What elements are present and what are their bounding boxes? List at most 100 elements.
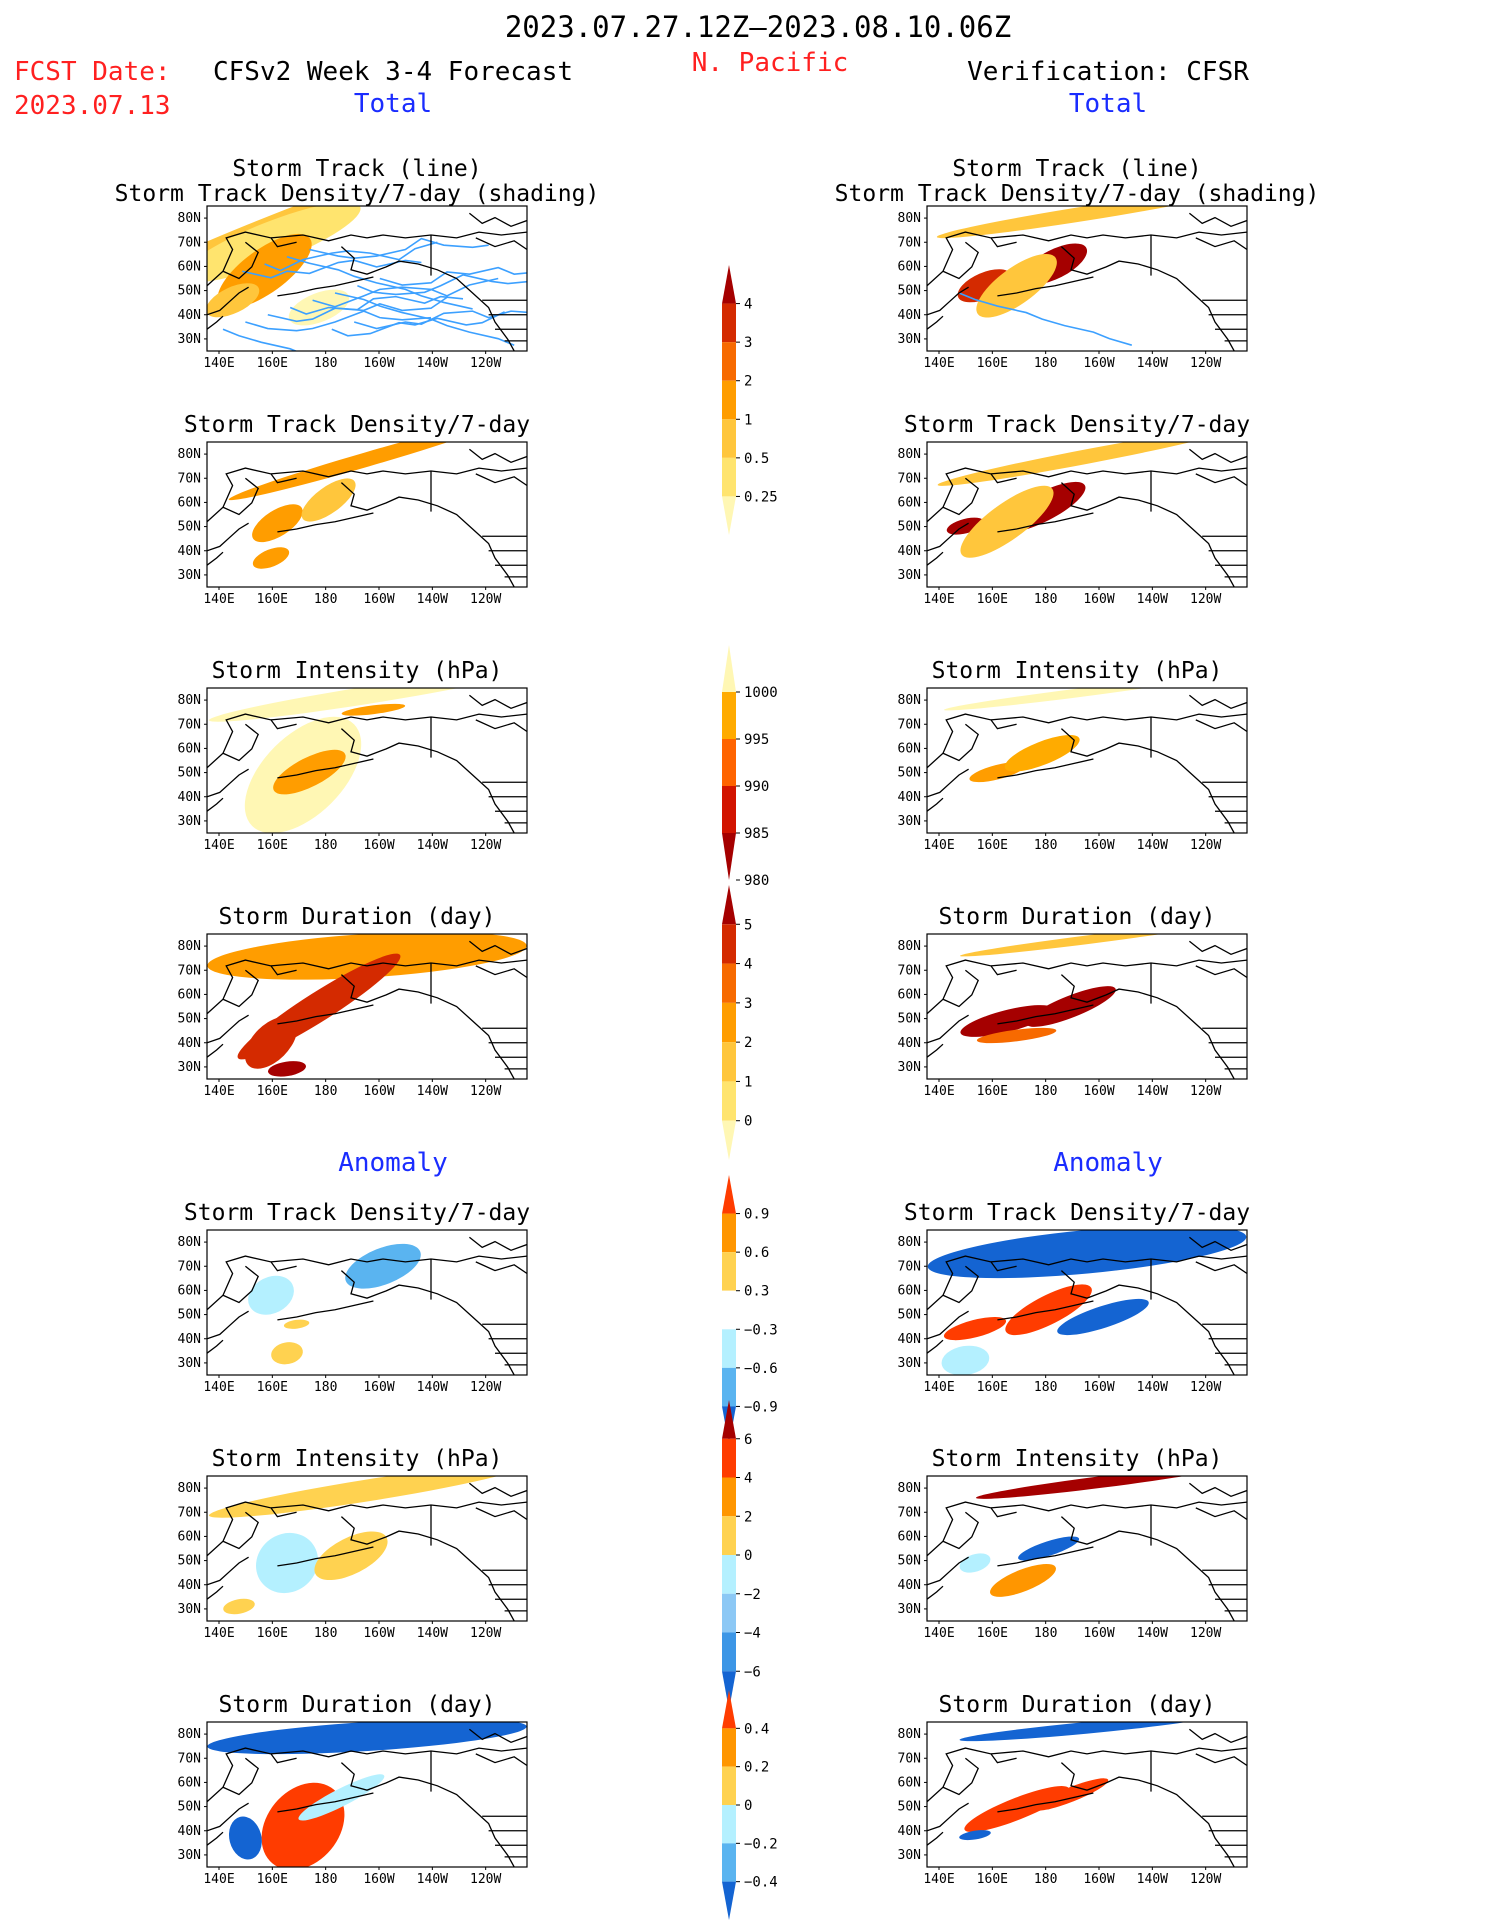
coastline xyxy=(942,1265,979,1304)
coastline xyxy=(270,959,527,970)
lon-tick-label: 160E xyxy=(257,1380,288,1395)
coastline xyxy=(927,286,969,316)
lat-tick-label: 40N xyxy=(178,1332,201,1347)
colorbar-segment xyxy=(722,1213,736,1253)
lon-tick-label: 120W xyxy=(1190,356,1221,371)
colorbar-label: 0.6 xyxy=(744,1245,769,1261)
panel-verification-5: Storm Track Density/7-day 80N 70N 60N 50N 40N… xyxy=(898,1200,1251,1395)
colorbar-label: 985 xyxy=(744,826,769,842)
right-anomaly-label: Anomaly xyxy=(1053,1148,1163,1178)
lon-tick-label: 140E xyxy=(203,592,234,607)
lon-tick-label: 140W xyxy=(417,592,448,607)
lon-tick-label: 180 xyxy=(314,1872,337,1887)
lat-tick-label: 50N xyxy=(178,766,201,781)
colorbar-cap-top xyxy=(722,645,736,692)
colorbar-segment xyxy=(722,1593,736,1633)
coastline xyxy=(997,1004,1094,1025)
colorbar-label: 6 xyxy=(744,1432,752,1448)
lon-tick-label: 180 xyxy=(1034,1380,1057,1395)
colorbar-label: 980 xyxy=(744,873,769,889)
colorbar-label: 3 xyxy=(744,996,752,1012)
panel-title: Storm Track Density/7-day xyxy=(904,412,1250,438)
shading-region xyxy=(256,1532,318,1594)
colorbar-cap-bottom xyxy=(722,1120,736,1160)
panel-title: Storm Duration (day) xyxy=(939,1692,1216,1718)
colorbar-label: 2 xyxy=(744,1509,752,1525)
lon-tick-label: 160W xyxy=(363,1626,394,1641)
coastline xyxy=(207,797,224,812)
coastlines xyxy=(207,1728,527,1867)
coastline xyxy=(1188,694,1247,710)
map-shading xyxy=(936,206,1238,346)
coastline xyxy=(475,1261,527,1275)
colorbar-cap-top xyxy=(722,885,736,925)
coastline xyxy=(207,231,297,287)
lon-tick-label: 160E xyxy=(977,592,1008,607)
panel-forecast-2: Storm Track Density/7-day 80N 70N 60N 50N 40N… xyxy=(178,412,531,607)
coastline xyxy=(207,1339,224,1354)
colorbar-segment xyxy=(722,1805,736,1844)
colorbar-cap-top xyxy=(722,1400,736,1439)
coastline xyxy=(270,1501,527,1512)
panel-title: Storm Intensity (hPa) xyxy=(212,658,503,684)
shading-region xyxy=(298,1774,385,1821)
coastline xyxy=(997,512,1094,533)
storm-track-line xyxy=(245,310,432,332)
shading-region xyxy=(1004,734,1080,772)
lat-tick-label: 80N xyxy=(898,1481,921,1496)
colorbar-label: −0.3 xyxy=(744,1322,778,1338)
panel-verification-4: Storm Duration (day)80N70N60N50N40N30N14… xyxy=(898,904,1248,1099)
lon-tick-label: 140W xyxy=(417,1626,448,1641)
lat-tick-label: 40N xyxy=(898,308,921,323)
shading-region xyxy=(937,442,1237,486)
coastline xyxy=(475,719,527,733)
lat-tick-label: 70N xyxy=(898,1259,921,1274)
panel-title: Storm Track (line) xyxy=(952,156,1201,182)
coastline xyxy=(927,1310,969,1340)
lon-tick-label: 160W xyxy=(363,1380,394,1395)
lat-tick-label: 70N xyxy=(898,1751,921,1766)
lat-tick-label: 40N xyxy=(178,1824,201,1839)
lat-tick-label: 50N xyxy=(898,1308,921,1323)
lon-tick-label: 140W xyxy=(417,356,448,371)
coastline xyxy=(340,1762,515,1867)
lat-tick-label: 50N xyxy=(178,1800,201,1815)
colorbar-segment xyxy=(722,1367,736,1407)
coastline xyxy=(207,713,297,769)
colorbar-label: −6 xyxy=(744,1664,761,1680)
lon-tick-label: 120W xyxy=(470,1380,501,1395)
coastline xyxy=(990,1501,1247,1512)
lon-tick-label: 140E xyxy=(923,1380,954,1395)
map-frame xyxy=(926,687,1248,834)
lat-tick-label: 40N xyxy=(898,544,921,559)
colorbar-label: 5 xyxy=(744,917,752,933)
lat-tick-label: 60N xyxy=(178,1529,201,1544)
coastline xyxy=(222,241,259,280)
lon-tick-label: 120W xyxy=(1190,1084,1221,1099)
coastline xyxy=(207,522,249,552)
colorbar-duration: 5 4 3 2 1 0 xyxy=(722,885,752,1160)
panel-verification-1: Storm Track (line)Storm Track Density/7-… xyxy=(835,156,1320,371)
lon-tick-label: 120W xyxy=(470,1626,501,1641)
lat-tick-label: 40N xyxy=(178,1578,201,1593)
coastline xyxy=(990,1255,1247,1266)
lat-tick-label: 70N xyxy=(178,235,201,250)
coastline xyxy=(207,551,224,566)
lon-tick-label: 160W xyxy=(1083,1626,1114,1641)
lon-tick-label: 160E xyxy=(257,1626,288,1641)
coastline xyxy=(277,1300,374,1321)
shading-region xyxy=(268,1061,306,1077)
coastline xyxy=(207,315,224,330)
lon-tick-label: 180 xyxy=(314,1084,337,1099)
shading-region xyxy=(207,283,260,318)
lon-tick-label: 160E xyxy=(977,1084,1008,1099)
lat-tick-label: 30N xyxy=(898,1060,921,1075)
coastlines xyxy=(927,694,1247,833)
lon-tick-label: 140E xyxy=(923,838,954,853)
colorbar-label: 2 xyxy=(744,1035,752,1051)
coastline xyxy=(927,713,1017,769)
coastline xyxy=(990,231,1247,242)
lon-tick-label: 120W xyxy=(470,1872,501,1887)
coastline xyxy=(997,276,1094,297)
lat-tick-label: 40N xyxy=(178,308,201,323)
